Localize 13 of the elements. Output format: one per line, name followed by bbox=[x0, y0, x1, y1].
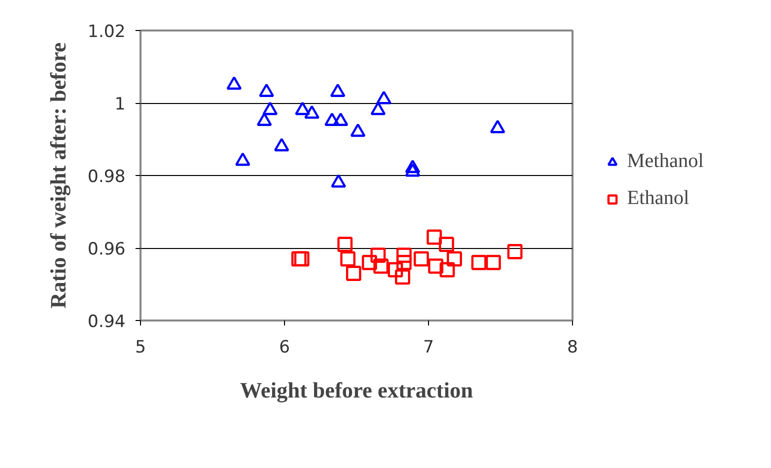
x-tick-label: 8 bbox=[567, 338, 578, 358]
x-tick-label: 6 bbox=[279, 338, 290, 358]
y-tick-label: 1 bbox=[114, 94, 126, 114]
x-tick-label: 7 bbox=[423, 338, 434, 358]
x-tick-label: 5 bbox=[135, 338, 146, 358]
y-tick-label: 1.02 bbox=[88, 22, 126, 42]
y-tick-label: 0.96 bbox=[88, 240, 126, 260]
y-tick-label: 0.94 bbox=[88, 312, 126, 332]
y-axis-title: Ratio of weight after: before bbox=[46, 42, 71, 308]
legend-label: Ethanol bbox=[627, 187, 690, 210]
legend-label: Methanol bbox=[627, 150, 704, 173]
y-tick-label: 0.98 bbox=[88, 167, 126, 187]
x-axis-title: Weight before extraction bbox=[240, 378, 473, 402]
